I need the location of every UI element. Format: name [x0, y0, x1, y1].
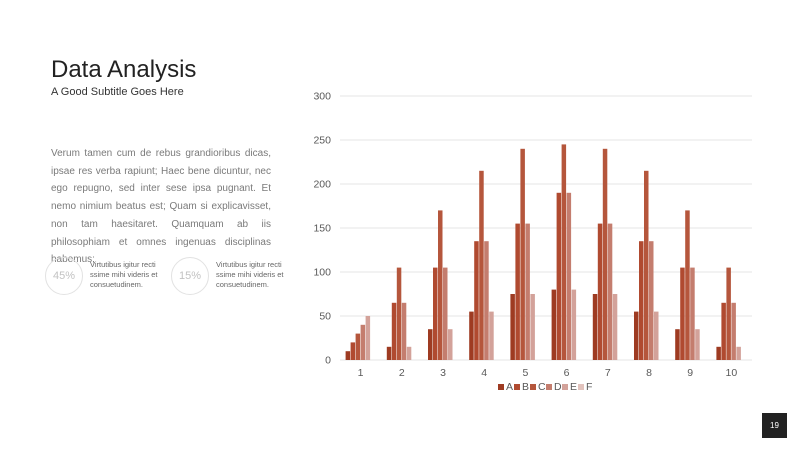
bar-D-8: [649, 241, 654, 360]
bar-E-5: [530, 294, 535, 360]
legend-swatch-B: [514, 384, 520, 390]
y-tick-label: 300: [313, 91, 331, 103]
legend-swatch-C: [530, 384, 536, 390]
x-tick-label: 8: [646, 367, 652, 379]
bar-A-1: [345, 351, 351, 360]
bar-E-8: [654, 311, 659, 360]
y-tick-label: 150: [313, 223, 331, 235]
bar-D-7: [607, 223, 613, 360]
bar-B-9: [680, 267, 685, 360]
page-title: Data Analysis: [51, 56, 197, 83]
x-tick-label: 4: [481, 367, 487, 379]
page-number-badge: 19: [762, 413, 787, 438]
y-tick-label: 100: [313, 267, 331, 279]
bar-B-3: [433, 267, 438, 360]
bar-B-10: [721, 302, 726, 360]
stat-value-2: 15%: [178, 270, 202, 282]
bar-B-1: [350, 342, 356, 360]
bar-D-2: [401, 302, 407, 360]
legend-label-A: A: [506, 381, 513, 393]
legend-label-C: C: [538, 381, 546, 393]
bar-A-7: [592, 294, 598, 360]
bar-C-1: [355, 333, 361, 360]
bar-C-9: [685, 210, 690, 360]
bar-D-6: [566, 192, 572, 360]
stat-circle-2: 15%: [171, 257, 209, 295]
bar-C-8: [644, 170, 649, 360]
bar-D-5: [525, 223, 530, 360]
legend-label-D: D: [554, 381, 562, 393]
legend-swatch-D: [546, 384, 552, 390]
y-tick-label: 50: [319, 311, 331, 323]
legend-label-F: F: [586, 381, 592, 393]
x-tick-label: 9: [687, 367, 693, 379]
bar-D-1: [360, 324, 366, 360]
bar-E-4: [489, 311, 494, 360]
bar-A-6: [551, 289, 557, 360]
legend-swatch-A: [498, 384, 504, 390]
page-number: 19: [770, 421, 779, 430]
x-tick-label: 1: [358, 367, 364, 379]
body-paragraph: Verum tamen cum de rebus grandioribus di…: [51, 148, 271, 266]
x-tick-label: 7: [605, 367, 611, 379]
legend-label-B: B: [522, 381, 529, 393]
bar-B-4: [474, 241, 479, 360]
legend-label-E: E: [570, 381, 577, 393]
stat-text-1: Virtutibus igitur recti ssime mihi vider…: [90, 260, 158, 289]
bar-E-7: [612, 294, 618, 360]
stat-circle-1: 45%: [45, 257, 83, 295]
bar-chart: 0 50 100 150 200 250 300 1 2 3 4 5 6 7 8 9 10 A B C D E F: [313, 91, 752, 393]
bar-D-3: [443, 267, 448, 360]
y-tick-label: 200: [313, 179, 331, 191]
x-tick-label: 6: [564, 367, 570, 379]
y-tick-label: 0: [325, 355, 331, 367]
bar-C-5: [520, 148, 525, 360]
x-tick-label: 2: [399, 367, 405, 379]
bar-A-5: [510, 294, 515, 360]
bar-E-9: [695, 329, 700, 360]
legend-swatch-E: [562, 384, 568, 390]
legend-swatch-F: [578, 384, 584, 390]
bar-E-6: [571, 289, 577, 360]
bar-B-2: [391, 302, 397, 360]
bar-A-2: [386, 346, 392, 360]
bar-D-9: [690, 267, 695, 360]
stat-value-1: 45%: [52, 270, 76, 282]
bar-E-3: [448, 329, 453, 360]
bar-A-8: [634, 311, 639, 360]
bar-E-1: [365, 316, 371, 360]
bar-B-6: [556, 192, 562, 360]
bar-E-2: [406, 346, 412, 360]
bar-C-2: [396, 267, 402, 360]
page-subtitle: A Good Subtitle Goes Here: [51, 86, 184, 98]
bar-C-3: [438, 210, 443, 360]
bar-A-4: [469, 311, 474, 360]
bar-B-5: [515, 223, 520, 360]
bar-C-10: [726, 267, 731, 360]
stat-text-2: Virtutibus igitur recti ssime mihi vider…: [216, 260, 284, 289]
bar-C-7: [602, 148, 608, 360]
x-tick-label: 3: [440, 367, 446, 379]
bar-B-7: [597, 223, 603, 360]
bar-D-10: [731, 302, 736, 360]
x-tick-label: 10: [726, 367, 738, 379]
bar-A-3: [428, 329, 433, 360]
bar-C-4: [479, 170, 484, 360]
x-tick-label: 5: [522, 367, 528, 379]
bar-D-4: [484, 241, 489, 360]
bar-E-10: [736, 346, 741, 360]
bar-A-10: [716, 346, 721, 360]
bar-A-9: [675, 329, 680, 360]
y-tick-label: 250: [313, 135, 331, 147]
bar-C-6: [561, 144, 567, 360]
bar-B-8: [639, 241, 644, 360]
